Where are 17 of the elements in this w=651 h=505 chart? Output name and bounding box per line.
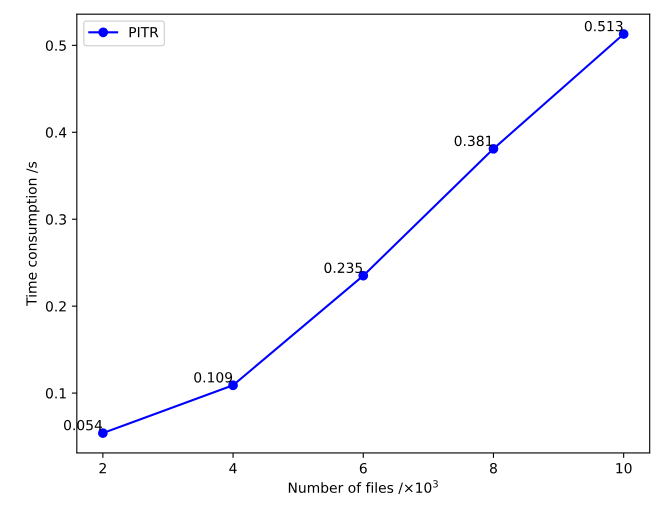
x-tick-label: 4 <box>229 463 237 474</box>
legend-label: PITR <box>130 27 158 38</box>
data-label: 0.109 <box>194 372 232 383</box>
x-tick-label: 6 <box>360 462 367 474</box>
y-tick-label: 0.2 <box>46 301 66 312</box>
x-tick-label: 10 <box>616 462 632 474</box>
y-tick-label: 0.3 <box>46 214 66 225</box>
y-tick-label: 0.1 <box>46 388 66 399</box>
y-tick-label: 0.5 <box>46 40 66 51</box>
x-axis-title: Number of files /×10$^{3}$ <box>288 480 438 494</box>
data-label: 0.381 <box>454 136 492 146</box>
x-tick-label: 2 <box>99 462 106 474</box>
data-label: 0.235 <box>324 262 362 274</box>
y-axis-title: Time consumption /s <box>26 162 40 306</box>
x-tick-label: 8 <box>490 462 497 474</box>
data-label: 0.513 <box>584 20 623 32</box>
y-tick-label: 0.4 <box>46 127 66 138</box>
